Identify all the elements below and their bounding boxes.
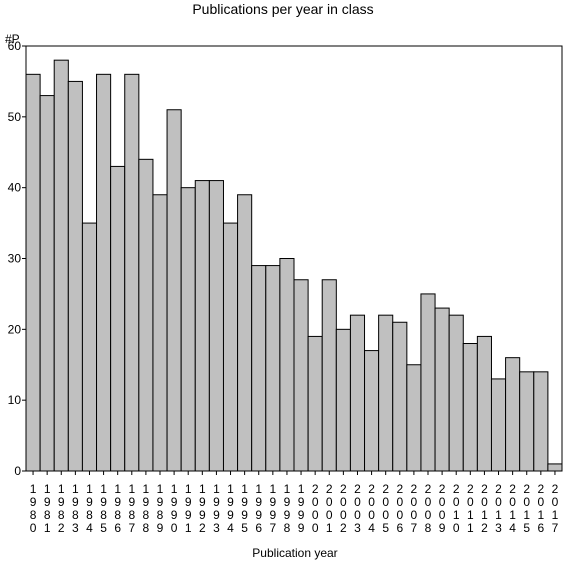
y-tick-label: 50	[8, 110, 22, 124]
bar-1991	[180, 187, 196, 472]
bar-1983	[67, 80, 83, 472]
bar-1993	[208, 180, 224, 472]
y-tick-label: 40	[8, 181, 22, 195]
y-tick-label: 10	[8, 393, 22, 407]
y-tick-label: 0	[14, 464, 21, 478]
bar-2013	[490, 378, 507, 472]
bar-2004	[364, 350, 380, 472]
x-axis: 1 9 8 0 1 9 8 1 1 9 8 2 1 9 8 3 1 9 8 4 1 9 8 5 1 9 8 6 1 9 8 7 1 9 8 8 1 9 8 9…	[30, 471, 559, 535]
y-axis: 0 10 20 30 40 50 60	[8, 39, 26, 478]
bar-1995	[237, 194, 253, 472]
bars-group	[25, 59, 563, 472]
bar-1987	[124, 73, 140, 472]
bar-1999	[293, 279, 309, 472]
bar-1985	[96, 73, 112, 472]
bar-2010	[448, 314, 464, 472]
plot-frame	[25, 45, 563, 472]
bar-2012	[476, 335, 492, 472]
bar-2007	[406, 364, 422, 472]
bar-1984	[81, 222, 98, 472]
bar-2015	[519, 371, 535, 472]
bar-2009	[434, 307, 450, 472]
bar-1989	[152, 194, 168, 472]
bar-1996	[251, 265, 267, 472]
bar-1988	[138, 158, 154, 472]
y-tick-label: 30	[8, 252, 22, 266]
y-axis-label: #P	[5, 32, 20, 46]
bar-2008	[420, 293, 436, 472]
bar-2014	[505, 357, 521, 472]
bar-1990	[166, 109, 182, 472]
y-tick-label: 20	[8, 322, 22, 336]
chart-title: Publications per year in class	[192, 1, 373, 17]
bar-1982	[53, 59, 69, 472]
bar-1998	[279, 258, 295, 472]
bar-1980	[25, 73, 41, 472]
bar-2003	[349, 314, 366, 472]
bar-2005	[378, 314, 394, 472]
bar-1981	[39, 95, 55, 472]
bar-2016	[533, 371, 549, 472]
bar-1986	[110, 165, 126, 472]
bar-2017	[547, 463, 563, 472]
bar-2002	[335, 328, 351, 472]
y-tick-label: 60	[8, 39, 22, 53]
bar-1992	[194, 180, 210, 472]
bar-1997	[265, 265, 281, 472]
bar-2000	[307, 335, 323, 472]
bar-2011	[462, 343, 478, 472]
bar-2001	[321, 279, 337, 472]
bar-1994	[222, 222, 239, 472]
x-axis-label: Publication year	[252, 546, 337, 560]
bar-2006	[392, 321, 408, 472]
